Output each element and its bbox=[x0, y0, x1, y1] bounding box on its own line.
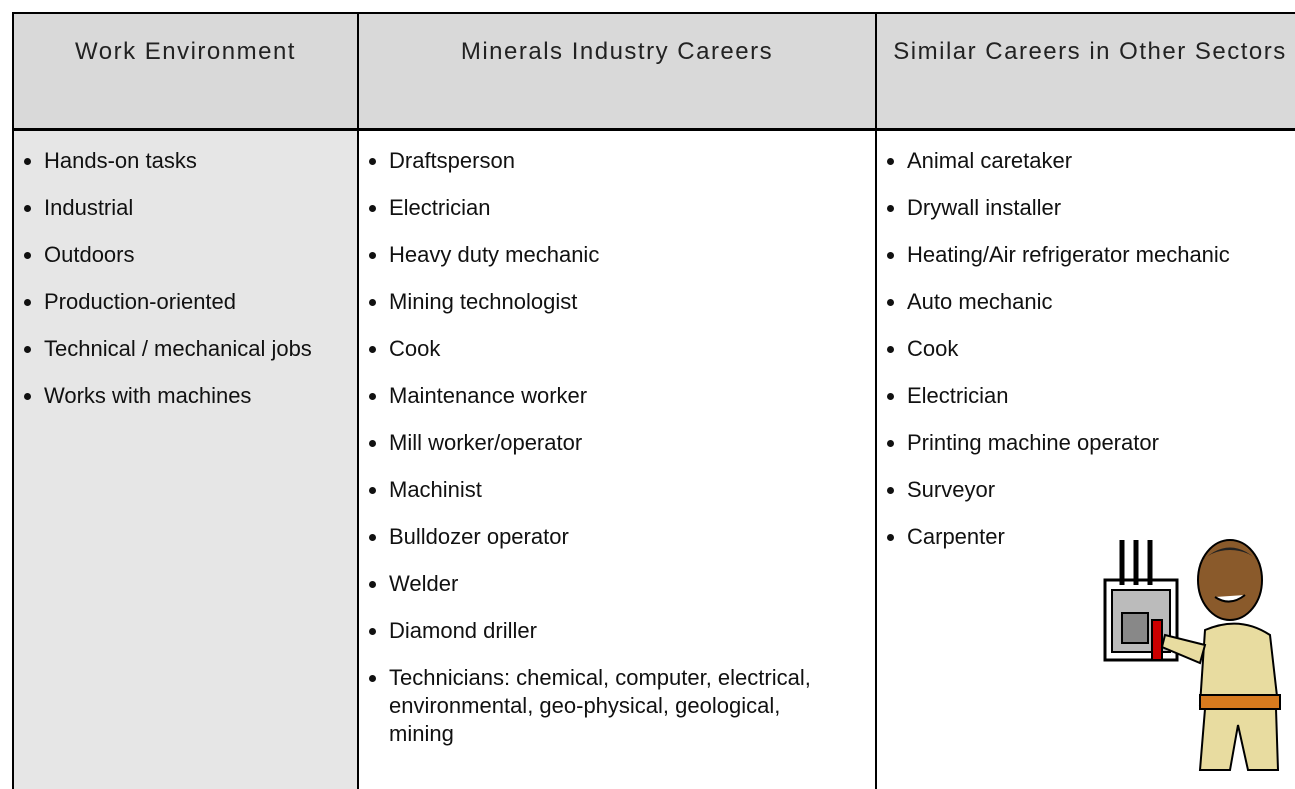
list-item: Auto mechanic bbox=[907, 288, 1243, 316]
header-cell: Similar Careers in Other Sectors bbox=[876, 13, 1295, 129]
list-item: Works with machines bbox=[44, 382, 357, 410]
list-item: Outdoors bbox=[44, 241, 357, 269]
list-item: Mill worker/operator bbox=[389, 429, 845, 457]
list-item: Electrician bbox=[907, 382, 1243, 410]
list-item: Heating/Air refrigerator mechanic bbox=[907, 241, 1243, 269]
list-item: Diamond driller bbox=[389, 617, 845, 645]
list-item: Heavy duty mechanic bbox=[389, 241, 845, 269]
document: Work Environment Minerals Industry Caree… bbox=[0, 0, 1295, 789]
list-item: Technical / mechanical jobs bbox=[44, 335, 357, 363]
list-item: Surveyor bbox=[907, 476, 1243, 504]
list-item: Animal caretaker bbox=[907, 147, 1243, 175]
list-item: Welder bbox=[389, 570, 845, 598]
electrician-clipart bbox=[1100, 535, 1290, 775]
page: Work Environment Minerals Industry Caree… bbox=[0, 0, 1295, 789]
list-item: Draftsperson bbox=[389, 147, 845, 175]
list-item: Bulldozer operator bbox=[389, 523, 845, 551]
item-list: Animal caretaker Drywall installer Heating… bbox=[887, 147, 1295, 551]
item-list: Draftsperson Electrician Heavy duty mechan… bbox=[369, 147, 875, 748]
header-cell: Work Environment bbox=[13, 13, 358, 129]
list-item: Production-oriented bbox=[44, 288, 357, 316]
list-item: Printing machine operator bbox=[907, 429, 1243, 457]
list-item: Machinist bbox=[389, 476, 845, 504]
list-item: Cook bbox=[389, 335, 845, 363]
list-item: Drywall installer bbox=[907, 194, 1243, 222]
list-item: Mining technologist bbox=[389, 288, 845, 316]
list-item: Cook bbox=[907, 335, 1243, 363]
list-item: Technicians: chemical, computer, electri… bbox=[389, 664, 845, 748]
item-list: Hands-on tasks Industrial Outdoors Producti… bbox=[24, 147, 357, 410]
header-cell: Minerals Industry Careers bbox=[358, 13, 876, 129]
list-item: Maintenance worker bbox=[389, 382, 845, 410]
list-item: Hands-on tasks bbox=[44, 147, 357, 175]
list-item: Industrial bbox=[44, 194, 357, 222]
column-cell: Draftsperson Electrician Heavy duty mechan… bbox=[358, 129, 876, 789]
list-item: Electrician bbox=[389, 194, 845, 222]
column-cell: Hands-on tasks Industrial Outdoors Producti… bbox=[13, 129, 358, 789]
